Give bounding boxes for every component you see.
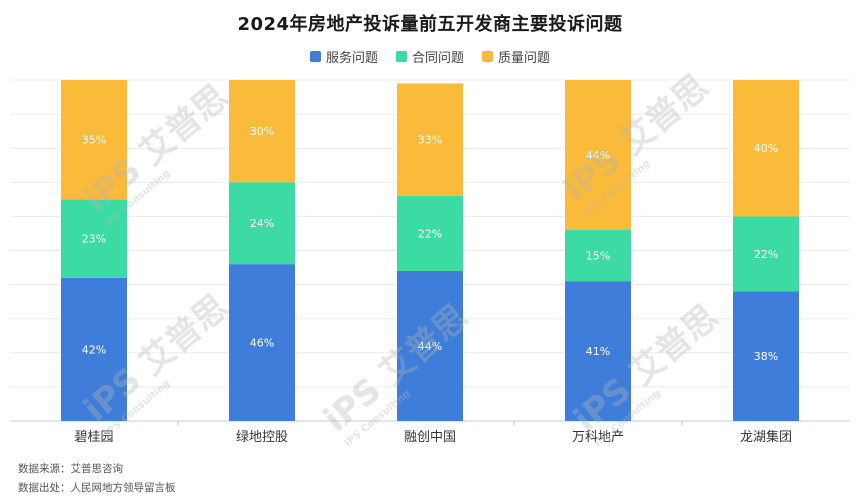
bar-segment	[733, 216, 799, 292]
x-tick-label: 碧桂园	[74, 430, 113, 445]
data-label: 35%	[82, 134, 106, 147]
legend-item[interactable]: 服务问题	[309, 47, 378, 66]
bar-segment	[397, 270, 463, 421]
bar-segment	[61, 277, 127, 421]
bar-segment	[397, 195, 463, 271]
legend-item[interactable]: 合同问题	[395, 47, 464, 66]
chart-title: 2024年房地产投诉量前五开发商主要投诉问题	[237, 14, 623, 35]
origin-note: 数据出处：人民网地方领导留言板	[18, 482, 176, 494]
bar-segment	[565, 80, 631, 231]
bar-segment	[61, 199, 127, 278]
bar-segment	[733, 291, 799, 421]
data-label: 44%	[418, 340, 442, 353]
data-label: 15%	[586, 250, 610, 263]
bar-segment	[61, 80, 127, 200]
legend-label: 服务问题	[325, 51, 378, 66]
legend-swatch	[309, 51, 321, 62]
data-label: 22%	[418, 227, 442, 240]
bar-segment	[229, 80, 295, 183]
legend-label: 合同问题	[411, 51, 464, 66]
data-label: 41%	[586, 345, 610, 358]
data-label: 42%	[82, 343, 106, 356]
bar-segment	[733, 80, 799, 217]
data-label: 33%	[418, 134, 442, 147]
legend-label: 质量问题	[498, 51, 551, 66]
data-label: 30%	[250, 125, 274, 138]
source-note: 数据来源：艾普思咨询	[18, 463, 123, 475]
x-tick-label: 绿地控股	[236, 430, 288, 445]
bar-segment	[565, 281, 631, 421]
legend-swatch	[395, 51, 407, 62]
bar-segment	[229, 264, 295, 421]
data-label: 40%	[754, 142, 778, 155]
x-tick-label: 万科地产	[572, 430, 624, 445]
data-label: 23%	[82, 233, 106, 246]
legend-item[interactable]: 质量问题	[482, 47, 550, 66]
bar-segment	[565, 230, 631, 282]
data-label: 46%	[250, 337, 274, 350]
x-tick-label: 融创中国	[404, 430, 456, 445]
data-label: 24%	[250, 217, 274, 230]
bar-segment	[397, 83, 463, 196]
bar-segment	[229, 182, 295, 265]
data-label: 22%	[754, 248, 778, 261]
data-label: 44%	[586, 149, 610, 162]
chart-plot: 42% 23% 35% 碧桂园 46% 24% 30% 绿地控股 44% 22% 33% 融创中国 41…	[10, 79, 850, 445]
legend-swatch	[482, 51, 493, 62]
x-tick-label: 龙湖集团	[740, 429, 792, 445]
legend: 服务问题 合同问题 质量问题	[0, 47, 860, 66]
data-label: 38%	[754, 350, 778, 363]
